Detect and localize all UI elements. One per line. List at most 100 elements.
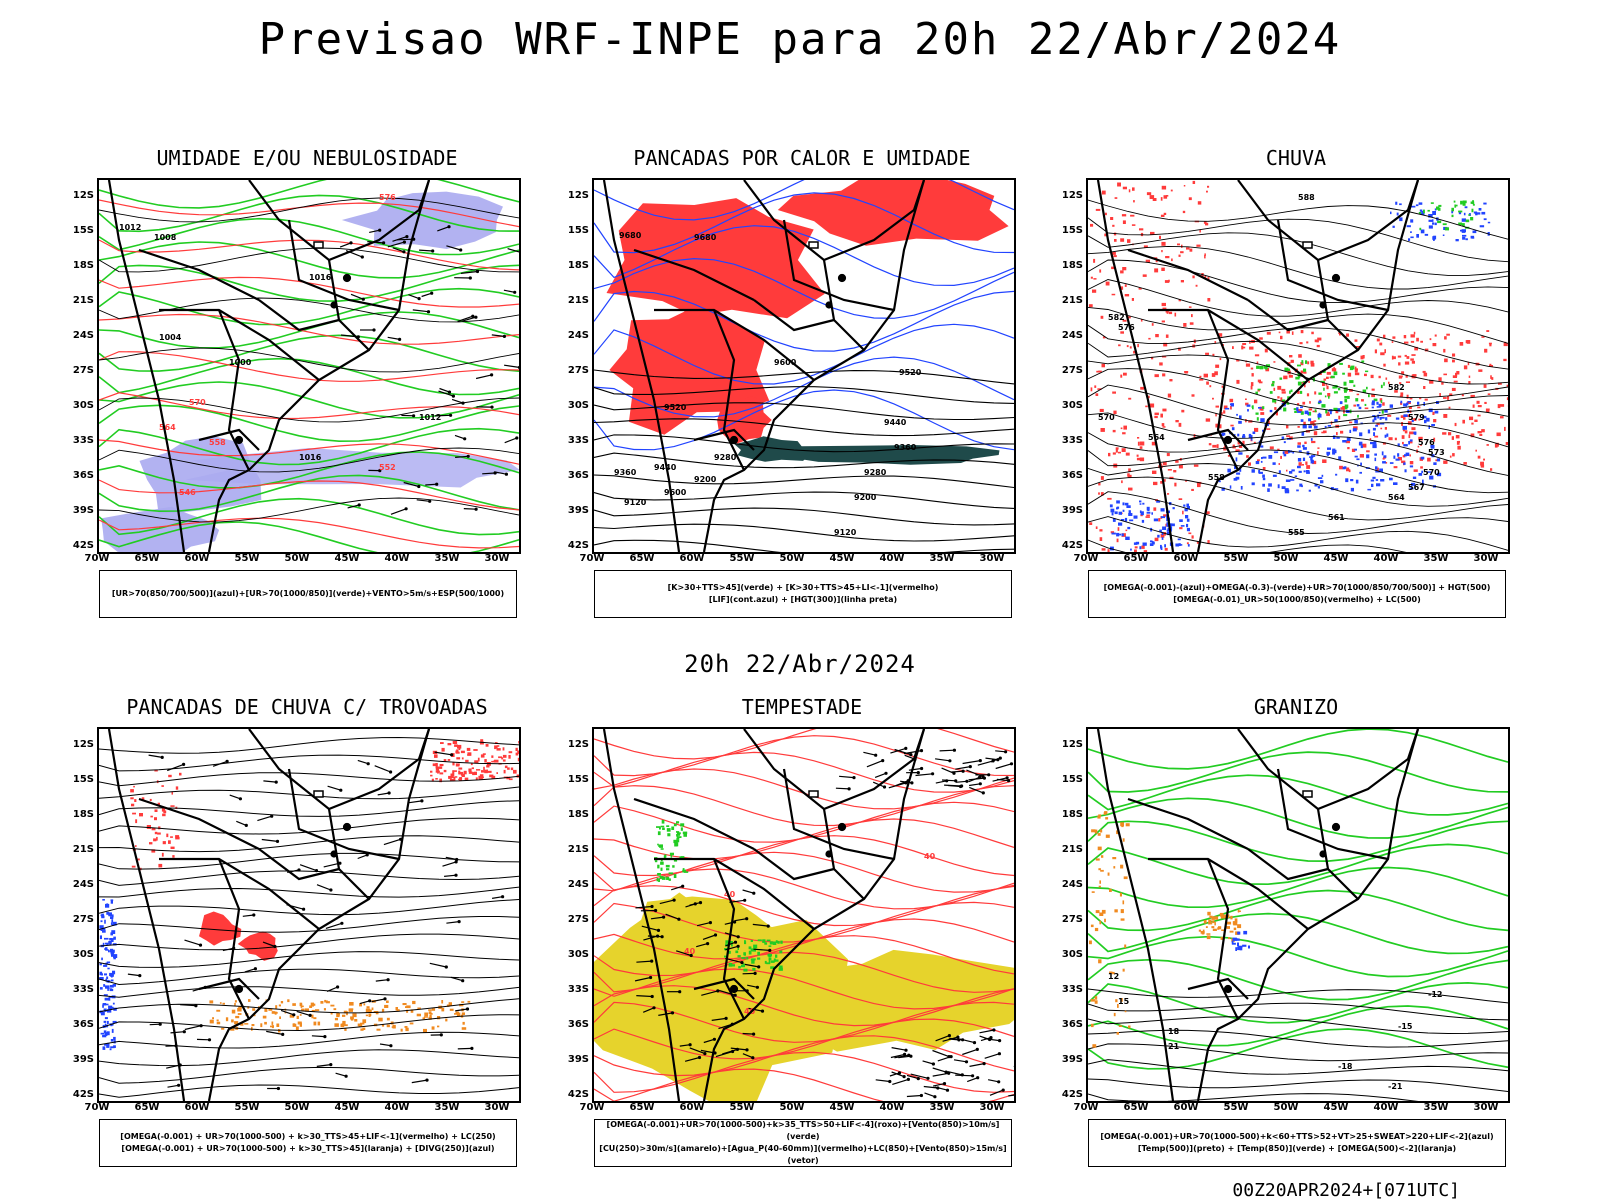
longitude-tick-label: 35W xyxy=(432,553,462,564)
longitude-tick-label: 30W xyxy=(1471,1102,1501,1113)
latitude-tick-label: 24S xyxy=(1055,330,1083,341)
contour-label: 1012 xyxy=(119,223,141,232)
contour-label: -21 xyxy=(1388,1082,1403,1091)
latitude-tick-label: 33S xyxy=(561,984,589,995)
latitude-tick-label: 12S xyxy=(561,190,589,201)
contour-label: -15 xyxy=(1398,1022,1413,1031)
longitude-tick-label: 40W xyxy=(1371,1102,1401,1113)
contour-label: 1004 xyxy=(159,333,182,342)
longitude-tick-label: 65W xyxy=(627,553,657,564)
legend-line: [OMEGA(-0.001)-(azul)+OMEGA(-0.3)-(verde… xyxy=(1089,582,1505,594)
longitude-tick-label: 40W xyxy=(877,553,907,564)
latitude-tick-label: 30S xyxy=(1055,949,1083,960)
longitude-tick-label: 70W xyxy=(1071,1102,1101,1113)
latitude-tick-label: 12S xyxy=(1055,739,1083,750)
panel-title: TEMPESTADE xyxy=(592,695,1012,719)
contour-label: 564 xyxy=(159,423,176,432)
longitude-tick-label: 40W xyxy=(382,553,412,564)
latitude-tick-label: 42S xyxy=(561,1089,589,1100)
latitude-tick-label: 24S xyxy=(561,330,589,341)
latitude-tick-label: 30S xyxy=(66,400,94,411)
latitude-tick-label: 36S xyxy=(561,470,589,481)
contour-label: 1016 xyxy=(309,273,332,282)
contour-label: 570 xyxy=(189,398,206,407)
contour-label: 1008 xyxy=(154,233,177,242)
longitude-tick-label: 30W xyxy=(977,553,1007,564)
latitude-tick-label: 18S xyxy=(561,260,589,271)
latitude-tick-label: 27S xyxy=(66,914,94,925)
longitude-tick-label: 50W xyxy=(777,1102,807,1113)
latitude-tick-label: 42S xyxy=(1055,540,1083,551)
contour-label: 1000 xyxy=(229,358,252,367)
latitude-tick-label: 33S xyxy=(66,435,94,446)
latitude-tick-label: 12S xyxy=(66,739,94,750)
thunderstorm-red-dots xyxy=(430,739,519,782)
longitude-tick-label: 55W xyxy=(1221,553,1251,564)
latitude-tick-label: 27S xyxy=(561,914,589,925)
map-canvas xyxy=(97,727,521,1103)
latitude-tick-label: 24S xyxy=(1055,879,1083,890)
legend-line: [K>30+TTS>45](verde) + [K>30+TTS>45+LI<-… xyxy=(595,582,1011,594)
longitude-tick-label: 55W xyxy=(1221,1102,1251,1113)
panel-legend: [OMEGA(-0.001) + UR>70(1000-500) + k>30_… xyxy=(99,1119,517,1167)
legend-line: [OMEGA(-0.001) + UR>70(1000-500) + k>30_… xyxy=(100,1131,516,1143)
latitude-tick-label: 42S xyxy=(1055,1089,1083,1100)
temp500-contours xyxy=(1088,989,1508,1101)
streamline-arrowheads xyxy=(128,752,504,1090)
map-svg: 5885825765705645585825795765735705675645… xyxy=(1088,180,1508,552)
contour-label: 9200 xyxy=(694,475,717,484)
latitude-tick-label: 21S xyxy=(1055,295,1083,306)
contour-label: 9360 xyxy=(614,468,637,477)
panel-title: UMIDADE E/OU NEBULOSIDADE xyxy=(97,146,517,170)
longitude-tick-label: 70W xyxy=(82,553,112,564)
longitude-tick-label: 30W xyxy=(482,553,512,564)
longitude-tick-label: 35W xyxy=(927,1102,957,1113)
latitude-tick-label: 18S xyxy=(1055,809,1083,820)
legend-line: [CU(250)>30m/s](amarelo)+[Agua_P(40-60mm… xyxy=(595,1143,1011,1167)
contour-label: 9200 xyxy=(854,493,877,502)
latitude-tick-label: 36S xyxy=(561,1019,589,1030)
longitude-tick-label: 45W xyxy=(332,553,362,564)
contour-label: -12 xyxy=(1428,990,1442,999)
latitude-tick-label: 18S xyxy=(66,809,94,820)
contour-label: 9440 xyxy=(884,418,907,427)
latitude-tick-label: 36S xyxy=(66,470,94,481)
contour-label: 9600 xyxy=(664,488,687,497)
legend-line: [Temp(500)](preto) + [Temp(850)](verde) … xyxy=(1089,1143,1505,1155)
contour-label: 9680 xyxy=(619,231,642,240)
latitude-tick-label: 21S xyxy=(1055,844,1083,855)
longitude-tick-label: 30W xyxy=(977,1102,1007,1113)
latitude-tick-label: 33S xyxy=(1055,435,1083,446)
panel-legend: [OMEGA(-0.001)-(azul)+OMEGA(-0.3)-(verde… xyxy=(1088,570,1506,618)
panel-legend: [K>30+TTS>45](verde) + [K>30+TTS>45+LI<-… xyxy=(594,570,1012,618)
map-svg: 1012100810161004100057657056455855254610… xyxy=(99,180,519,552)
panel-title: CHUVA xyxy=(1086,146,1506,170)
latitude-tick-label: 27S xyxy=(561,365,589,376)
latitude-tick-label: 15S xyxy=(1055,774,1083,785)
latitude-tick-label: 15S xyxy=(1055,225,1083,236)
latitude-tick-label: 30S xyxy=(1055,400,1083,411)
contour-label: 40 xyxy=(924,852,936,861)
wind850-green-dots xyxy=(654,820,688,882)
latitude-tick-label: 42S xyxy=(66,540,94,551)
rain-blue-dots xyxy=(1110,500,1190,550)
contour-label: 558 xyxy=(209,438,226,447)
legend-line: [LIF](cont.azul) + [HGT(300)](linha pret… xyxy=(595,594,1011,606)
instability-region-red xyxy=(607,198,825,318)
longitude-tick-label: 55W xyxy=(727,553,757,564)
instability-region-red xyxy=(778,180,1009,246)
longitude-tick-label: 60W xyxy=(1171,1102,1201,1113)
latitude-tick-label: 24S xyxy=(66,330,94,341)
contour-label: 21 xyxy=(1168,1042,1180,1051)
latitude-tick-label: 33S xyxy=(561,435,589,446)
contour-label: 552 xyxy=(379,463,396,472)
latitude-tick-label: 39S xyxy=(66,1054,94,1065)
latitude-tick-label: 15S xyxy=(561,225,589,236)
longitude-tick-label: 70W xyxy=(577,1102,607,1113)
latitude-tick-label: 18S xyxy=(1055,260,1083,271)
longitude-tick-label: 60W xyxy=(1171,553,1201,564)
longitude-tick-label: 60W xyxy=(677,553,707,564)
longitude-tick-label: 40W xyxy=(877,1102,907,1113)
